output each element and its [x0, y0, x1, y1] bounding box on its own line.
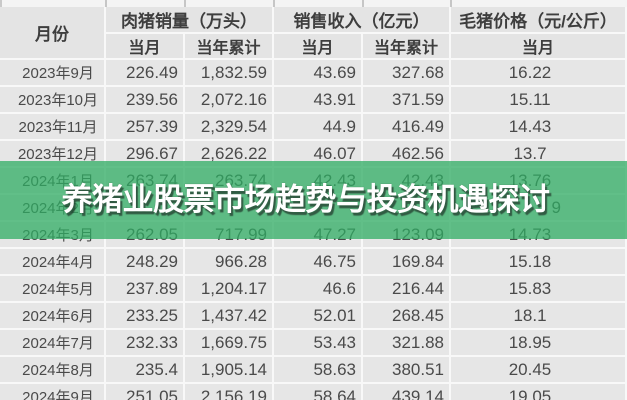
header-group-revenue: 销售收入（亿元）: [274, 7, 451, 34]
header-row-subs: 当月 当年累计 当月 当年累计 当月: [0, 34, 627, 60]
subheader-revenue-ytd: 当年累计: [363, 34, 451, 60]
value-cell: 2,072.16: [185, 87, 274, 114]
value-cell: 52.01: [274, 303, 363, 330]
month-cell: 2024年7月: [0, 330, 106, 357]
value-cell: 327.68: [363, 60, 451, 87]
top-strip: [0, 0, 627, 7]
table-row: 2024年9月 251.05 2,156.19 58.64 439.14 19.…: [0, 384, 627, 400]
grid-tick: [105, 0, 107, 7]
month-cell: 2023年11月: [0, 114, 106, 141]
table-row: 2023年10月 239.56 2,072.16 43.91 371.59 15…: [0, 87, 627, 114]
value-cell: 15.83: [451, 276, 627, 303]
value-cell: 58.63: [274, 357, 363, 384]
value-cell: 1,905.14: [185, 357, 274, 384]
month-cell: 2023年10月: [0, 87, 106, 114]
grid-tick: [273, 0, 275, 7]
value-cell: 20.45: [451, 357, 627, 384]
value-cell: 53.43: [274, 330, 363, 357]
subheader-revenue-month: 当月: [274, 34, 363, 60]
value-cell: 43.69: [274, 60, 363, 87]
value-cell: 237.89: [106, 276, 185, 303]
grid-tick: [362, 0, 364, 7]
value-cell: 439.14: [363, 384, 451, 400]
value-cell: 46.75: [274, 249, 363, 276]
header-month: 月份: [0, 7, 106, 60]
value-cell: 2,156.19: [185, 384, 274, 400]
grid-tick: [184, 0, 186, 7]
month-cell: 2024年8月: [0, 357, 106, 384]
value-cell: 1,669.75: [185, 330, 274, 357]
value-cell: 14.43: [451, 114, 627, 141]
value-cell: 16.22: [451, 60, 627, 87]
subheader-price-month: 当月: [451, 34, 627, 60]
table-row: 2024年5月 237.89 1,204.17 46.6 216.44 15.8…: [0, 276, 627, 303]
value-cell: 321.88: [363, 330, 451, 357]
value-cell: 239.56: [106, 87, 185, 114]
value-cell: 169.84: [363, 249, 451, 276]
table-row: 2024年7月 232.33 1,669.75 53.43 321.88 18.…: [0, 330, 627, 357]
table-row: 2024年8月 235.4 1,905.14 58.63 380.51 20.4…: [0, 357, 627, 384]
value-cell: 268.45: [363, 303, 451, 330]
table-row: 2023年11月 257.39 2,329.54 44.9 416.49 14.…: [0, 114, 627, 141]
value-cell: 46.6: [274, 276, 363, 303]
value-cell: 44.9: [274, 114, 363, 141]
value-cell: 380.51: [363, 357, 451, 384]
header-group-price: 毛猪价格（元/公斤）: [451, 7, 627, 34]
subheader-sales-month: 当月: [106, 34, 185, 60]
value-cell: 15.11: [451, 87, 627, 114]
grid-tick: [450, 0, 452, 7]
header-row-groups: 月份 肉猪销量（万头） 销售收入（亿元） 毛猪价格（元/公斤）: [0, 7, 627, 60]
value-cell: 248.29: [106, 249, 185, 276]
value-cell: 58.64: [274, 384, 363, 400]
value-cell: 19.05: [451, 384, 627, 400]
month-cell: 2023年12月: [0, 141, 106, 168]
value-cell: 226.49: [106, 60, 185, 87]
value-cell: 15.18: [451, 249, 627, 276]
value-cell: 1,832.59: [185, 60, 274, 87]
month-cell: 2024年6月: [0, 303, 106, 330]
value-cell: 371.59: [363, 87, 451, 114]
month-cell: 2024年4月: [0, 249, 106, 276]
value-cell: 416.49: [363, 114, 451, 141]
banner-title: 养猪业股票市场趋势与投资机遇探讨: [61, 181, 551, 217]
value-cell: 43.91: [274, 87, 363, 114]
table-row: 2024年6月 233.25 1,437.42 52.01 268.45 18.…: [0, 303, 627, 330]
value-cell: 257.39: [106, 114, 185, 141]
month-cell: 2024年5月: [0, 276, 106, 303]
value-cell: 18.1: [451, 303, 627, 330]
table-row: 2023年9月 226.49 1,832.59 43.69 327.68 16.…: [0, 60, 627, 87]
header-group-pig-sales: 肉猪销量（万头）: [106, 7, 274, 34]
subheader-sales-ytd: 当年累计: [185, 34, 274, 60]
value-cell: 18.95: [451, 330, 627, 357]
table-row: 2024年4月 248.29 966.28 46.75 169.84 15.18: [0, 249, 627, 276]
value-cell: 2,329.54: [185, 114, 274, 141]
value-cell: 251.05: [106, 384, 185, 400]
value-cell: 1,437.42: [185, 303, 274, 330]
value-cell: 1,204.17: [185, 276, 274, 303]
value-cell: 216.44: [363, 276, 451, 303]
value-cell: 233.25: [106, 303, 185, 330]
month-cell: 2023年9月: [0, 60, 106, 87]
title-banner: 养猪业股票市场趋势与投资机遇探讨: [0, 161, 627, 239]
value-cell: 232.33: [106, 330, 185, 357]
value-cell: 966.28: [185, 249, 274, 276]
value-cell: 235.4: [106, 357, 185, 384]
month-cell: 2024年9月: [0, 384, 106, 400]
